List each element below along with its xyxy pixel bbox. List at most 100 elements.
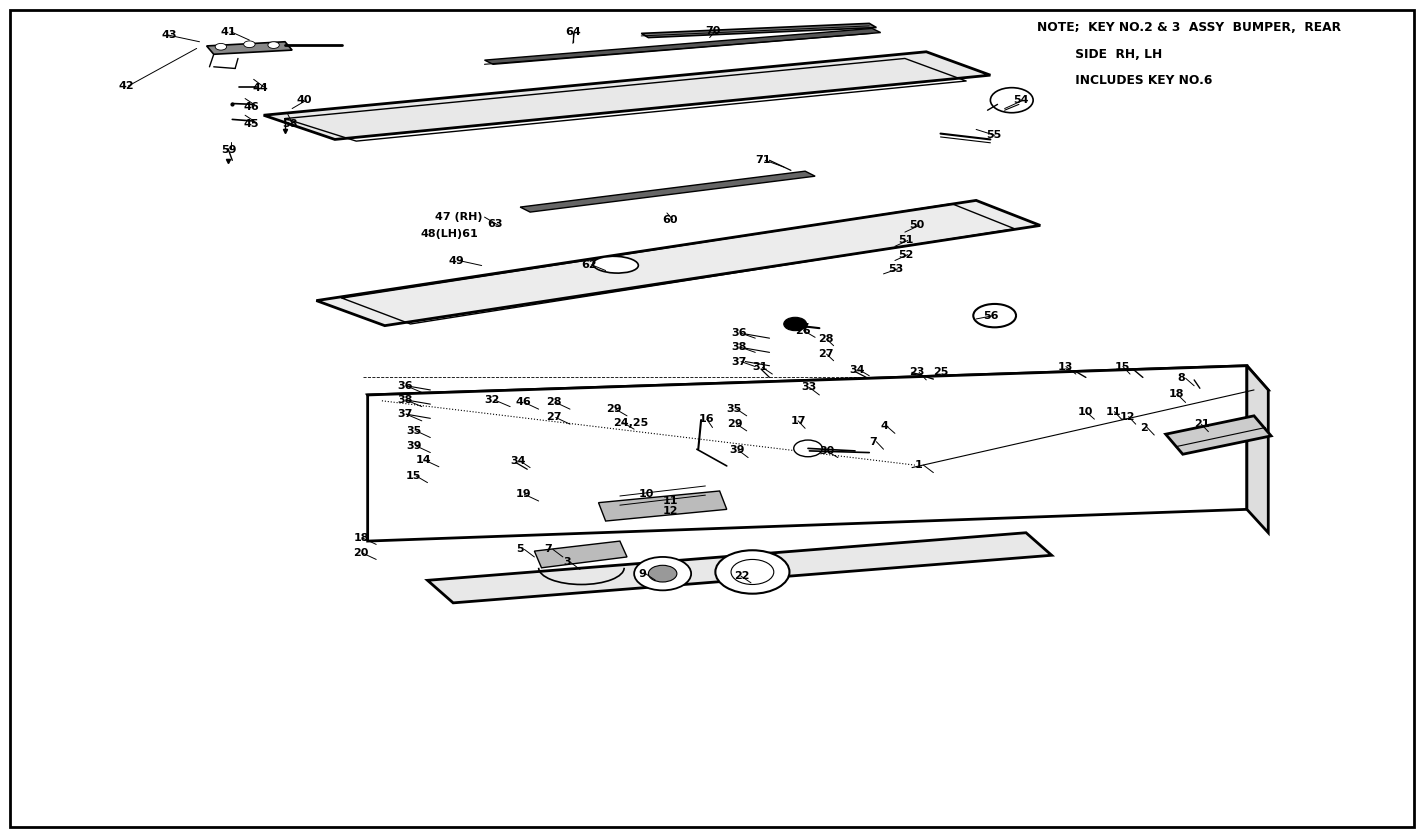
Text: 35: 35: [727, 404, 743, 414]
Text: 40: 40: [297, 95, 311, 105]
Polygon shape: [264, 52, 991, 139]
Text: 29: 29: [605, 404, 621, 414]
Text: 7: 7: [544, 544, 553, 554]
Text: 14: 14: [416, 455, 431, 465]
Text: 46: 46: [516, 397, 531, 407]
Text: INCLUDES KEY NO.6: INCLUDES KEY NO.6: [1037, 74, 1212, 88]
Ellipse shape: [593, 256, 638, 273]
Text: 70: 70: [705, 26, 721, 36]
Circle shape: [794, 440, 823, 457]
Text: 16: 16: [698, 414, 714, 424]
Circle shape: [648, 565, 677, 582]
Polygon shape: [1165, 416, 1271, 454]
Text: 13: 13: [1057, 362, 1072, 372]
Circle shape: [216, 43, 227, 50]
Text: 53: 53: [888, 264, 902, 274]
Polygon shape: [367, 366, 1268, 420]
Text: 60: 60: [663, 215, 678, 225]
Text: 5: 5: [516, 544, 524, 554]
Text: 15: 15: [1114, 362, 1130, 372]
Polygon shape: [1247, 366, 1268, 533]
Text: 18: 18: [1168, 389, 1184, 399]
Polygon shape: [534, 541, 627, 568]
Text: 34: 34: [510, 456, 526, 466]
Text: 54: 54: [1014, 95, 1028, 105]
Text: 55: 55: [987, 130, 1001, 140]
Text: 10: 10: [1077, 407, 1092, 417]
Text: 48(LH)61: 48(LH)61: [420, 229, 478, 239]
Text: 39: 39: [406, 441, 421, 451]
Text: 71: 71: [755, 155, 771, 165]
Text: 28: 28: [818, 334, 834, 344]
Text: 1: 1: [915, 460, 922, 470]
Text: 29: 29: [727, 419, 743, 429]
Text: 8: 8: [1177, 373, 1185, 383]
Polygon shape: [520, 171, 815, 212]
Text: 19: 19: [516, 489, 531, 499]
Text: 57: 57: [794, 323, 810, 333]
Text: 64: 64: [565, 27, 581, 37]
Text: 44: 44: [253, 83, 268, 93]
Text: 31: 31: [753, 362, 768, 372]
Text: 36: 36: [731, 328, 747, 338]
Text: 24,25: 24,25: [613, 418, 648, 428]
Text: 17: 17: [791, 416, 807, 426]
Text: 12: 12: [663, 506, 678, 516]
Text: 7: 7: [870, 437, 877, 447]
Text: 46: 46: [244, 102, 260, 112]
Text: 20: 20: [353, 548, 368, 558]
Text: 23: 23: [910, 367, 924, 377]
Polygon shape: [427, 533, 1051, 603]
Text: 34: 34: [850, 365, 865, 375]
Text: 9: 9: [638, 569, 647, 579]
Text: 35: 35: [406, 426, 421, 436]
Circle shape: [731, 559, 774, 584]
Text: 56: 56: [984, 311, 998, 321]
Text: 2: 2: [1140, 423, 1148, 433]
Text: 18: 18: [353, 533, 368, 543]
Circle shape: [715, 550, 790, 594]
Circle shape: [634, 557, 691, 590]
Text: 45: 45: [244, 119, 258, 129]
Text: 59: 59: [221, 145, 237, 155]
Polygon shape: [598, 491, 727, 521]
Text: 27: 27: [545, 412, 561, 423]
Text: 4: 4: [881, 421, 888, 431]
Polygon shape: [367, 366, 1247, 541]
Text: 47 (RH): 47 (RH): [434, 212, 483, 222]
Text: 27: 27: [818, 349, 834, 359]
Text: 25: 25: [934, 367, 948, 377]
Text: 63: 63: [487, 219, 503, 229]
Text: 30: 30: [820, 446, 834, 456]
Text: 32: 32: [484, 395, 500, 405]
Text: 36: 36: [397, 381, 413, 391]
Text: 3: 3: [563, 557, 571, 567]
Text: 50: 50: [910, 220, 924, 230]
Text: 41: 41: [221, 27, 237, 37]
Text: 33: 33: [801, 382, 817, 392]
Text: 39: 39: [730, 445, 745, 455]
Text: 38: 38: [397, 395, 413, 405]
Text: 12: 12: [1120, 412, 1135, 422]
Text: 26: 26: [795, 326, 811, 337]
Text: 37: 37: [731, 357, 747, 367]
Text: 21: 21: [1194, 419, 1210, 429]
Text: 38: 38: [731, 342, 747, 352]
Text: 52: 52: [898, 250, 912, 260]
Text: 37: 37: [397, 409, 413, 419]
Text: 11: 11: [1105, 407, 1121, 417]
Text: 62: 62: [581, 260, 597, 270]
Text: 15: 15: [406, 471, 421, 481]
Text: 42: 42: [119, 81, 134, 91]
Polygon shape: [484, 28, 881, 64]
Text: SIDE  RH, LH: SIDE RH, LH: [1037, 48, 1162, 61]
Circle shape: [991, 88, 1032, 113]
Polygon shape: [207, 42, 293, 54]
Text: 58: 58: [283, 119, 297, 129]
Text: 22: 22: [734, 571, 750, 581]
Text: 10: 10: [638, 489, 654, 499]
Circle shape: [244, 41, 256, 48]
Polygon shape: [641, 23, 877, 38]
Text: 11: 11: [663, 496, 678, 506]
Circle shape: [268, 42, 280, 48]
